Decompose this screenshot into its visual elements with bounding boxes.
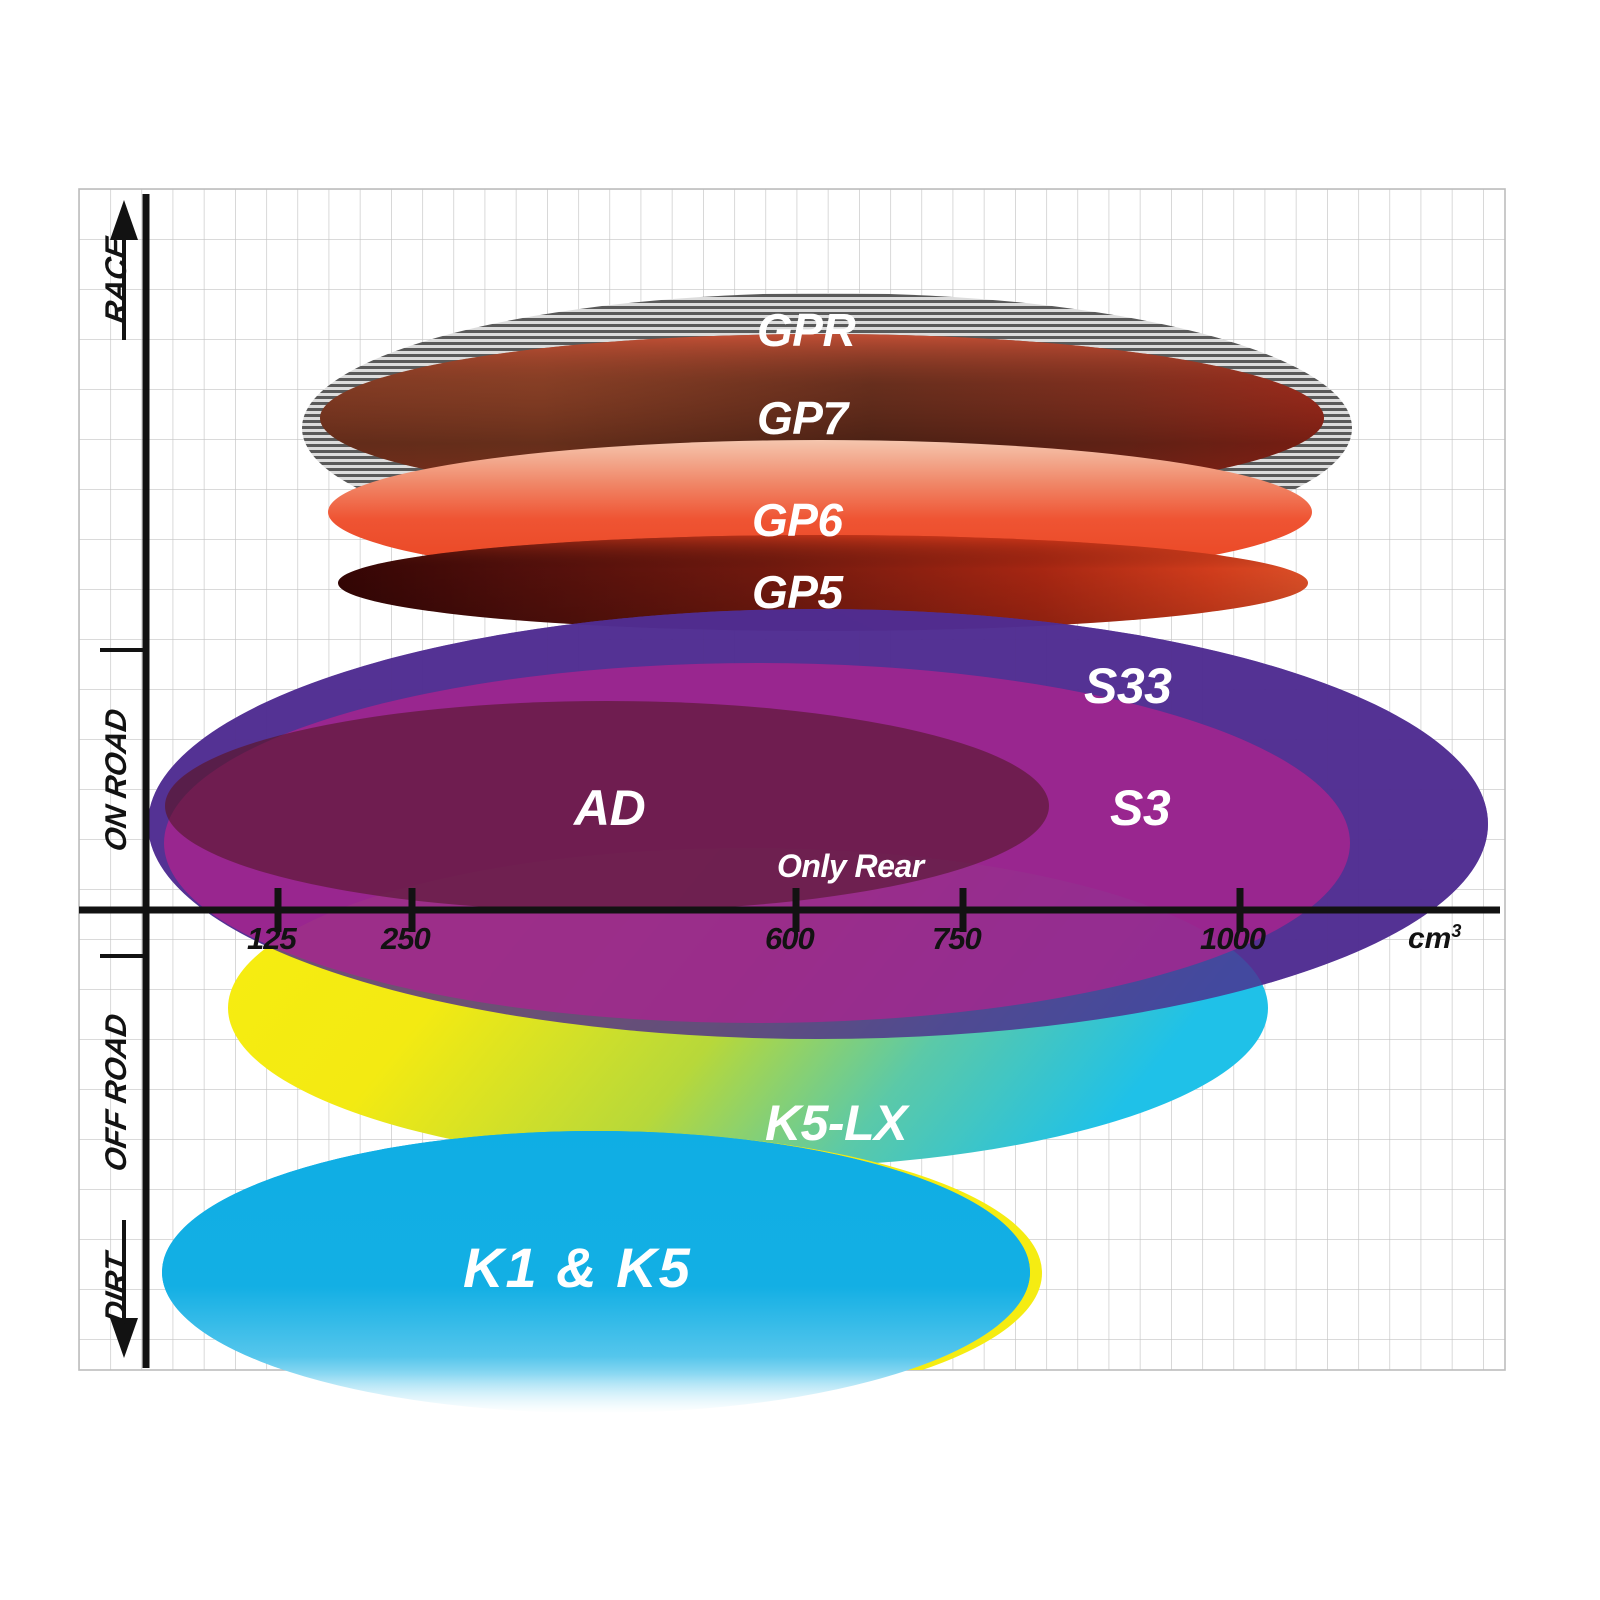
x-axis-unit-base: cm [1408,922,1452,955]
series-ellipse-ad-overlap [165,701,1049,911]
x-axis-label-600: 600 [765,921,815,956]
k1k5-overflow [0,1131,1600,1491]
dirt-direction-arrow [110,1220,138,1358]
y-axis-label-on-road: ON ROAD [100,706,133,854]
y-axis-label-dirt: DIRT [100,1250,133,1326]
x-axis-label-125: 125 [247,921,297,956]
x-axis-label-750: 750 [932,921,982,956]
y-axis-label-race: RACE [100,234,133,326]
x-axis-unit-exponent: 3 [1451,921,1462,941]
series-ellipse-gp5-shade [338,535,1308,631]
x-axis-label-1000: 1000 [1200,921,1266,956]
race-direction-arrow [110,200,138,340]
chart-axes [79,194,1500,1368]
x-axis-unit-label: cm3 [1408,921,1461,956]
y-axis-label-off-road: OFF ROAD [100,1011,133,1174]
x-axis-label-250: 250 [381,921,431,956]
